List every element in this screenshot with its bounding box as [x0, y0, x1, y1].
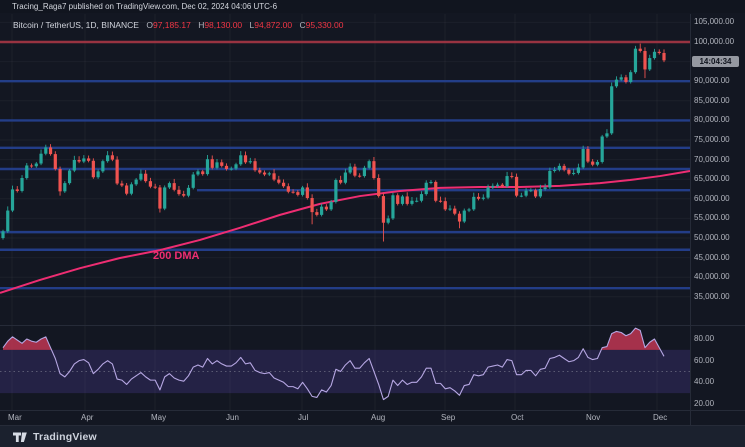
- footer-bar: TradingView: [0, 425, 745, 447]
- symbol-legend: Bitcoin / TetherUS, 1D, BINANCE O97,185.…: [13, 20, 343, 30]
- price-axis-label: 80,000.00: [694, 115, 730, 125]
- price-axis-label: 40,000.00: [694, 272, 730, 282]
- rsi-axis-label: 40.00: [694, 377, 715, 387]
- publish-header: Tracing_Raga7 published on TradingView.c…: [0, 0, 745, 13]
- open-label: O: [146, 20, 153, 30]
- high-value: 98,130.00: [204, 20, 243, 30]
- price-axis-label: 105,000.00: [694, 17, 735, 27]
- price-axis-label: 70,000.00: [694, 154, 730, 164]
- price-axis-label: 85,000.00: [694, 95, 730, 105]
- price-axis-label: 100,000.00: [694, 37, 735, 46]
- price-axis-label: 60,000.00: [694, 193, 730, 203]
- month-label: Dec: [653, 413, 668, 422]
- price-axis-label: 55,000.00: [694, 213, 730, 223]
- month-label: Aug: [371, 413, 386, 422]
- high-label: H: [198, 20, 205, 30]
- open-value: 97,185.17: [152, 20, 191, 30]
- rsi-axis-label: 60.00: [694, 355, 715, 365]
- close-value: 95,330.00: [305, 20, 344, 30]
- price-axis-label: 90,000.00: [694, 76, 730, 86]
- tradingview-brand-text[interactable]: TradingView: [33, 430, 97, 443]
- month-label: Apr: [81, 413, 94, 422]
- low-value: 94,872.00: [254, 20, 293, 30]
- price-axis-label: 75,000.00: [694, 135, 730, 144]
- month-label: May: [151, 413, 167, 422]
- rsi-axis-label: 80.00: [694, 334, 715, 343]
- month-label: Sep: [441, 413, 456, 422]
- price-axis-label: 45,000.00: [694, 252, 730, 262]
- month-label: Nov: [586, 413, 601, 422]
- month-label: Jun: [226, 413, 239, 422]
- price-axis-label: 35,000.00: [694, 291, 730, 301]
- month-label: Oct: [511, 413, 524, 422]
- symbol-title: Bitcoin / TetherUS, 1D, BINANCE: [13, 20, 139, 30]
- dma-label: 200 DMA: [153, 250, 200, 262]
- low-label: L: [249, 20, 255, 30]
- price-axis-label: 50,000.00: [694, 233, 730, 242]
- close-label: C: [299, 20, 306, 30]
- month-label: Jul: [298, 413, 309, 422]
- bar-countdown-badge: 14:04:34: [692, 56, 739, 68]
- publish-header-text: Tracing_Raga7 published on TradingView.c…: [12, 2, 278, 11]
- price-axis-label: 65,000.00: [694, 174, 730, 184]
- month-label: Mar: [8, 413, 22, 422]
- tradingview-logo-icon[interactable]: [12, 431, 28, 443]
- rsi-axis-label: 20.00: [694, 398, 715, 408]
